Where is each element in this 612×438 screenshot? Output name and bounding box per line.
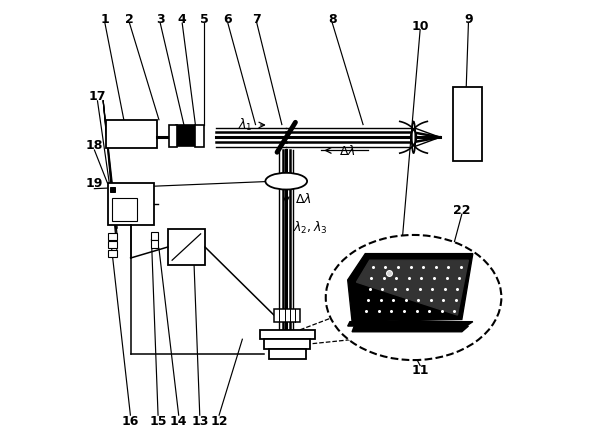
Polygon shape bbox=[352, 326, 468, 332]
Text: 22: 22 bbox=[453, 204, 471, 217]
Text: $\lambda_1$: $\lambda_1$ bbox=[238, 117, 253, 132]
Text: $\lambda_2, \lambda_3$: $\lambda_2, \lambda_3$ bbox=[293, 220, 327, 236]
Text: 13: 13 bbox=[191, 414, 209, 427]
Bar bbox=[260, 330, 315, 339]
Text: 8: 8 bbox=[328, 13, 337, 26]
Bar bbox=[108, 233, 118, 240]
Bar bbox=[169, 125, 177, 148]
Text: 14: 14 bbox=[170, 414, 187, 427]
Ellipse shape bbox=[266, 173, 307, 190]
Text: 12: 12 bbox=[211, 414, 228, 427]
Bar bbox=[195, 125, 204, 148]
Text: 18: 18 bbox=[86, 139, 103, 152]
Bar bbox=[453, 88, 482, 162]
Bar bbox=[176, 126, 195, 147]
Text: 9: 9 bbox=[464, 13, 472, 26]
Text: 17: 17 bbox=[89, 90, 106, 103]
Text: $\Delta\lambda$: $\Delta\lambda$ bbox=[295, 192, 312, 206]
Bar bbox=[168, 230, 205, 265]
Text: 3: 3 bbox=[156, 13, 165, 26]
Text: 11: 11 bbox=[411, 364, 429, 377]
Text: 2: 2 bbox=[125, 13, 134, 26]
Bar bbox=[152, 241, 158, 249]
Text: $\Delta\lambda$: $\Delta\lambda$ bbox=[340, 143, 356, 157]
Polygon shape bbox=[348, 322, 473, 326]
Text: 1: 1 bbox=[100, 13, 110, 26]
Ellipse shape bbox=[412, 122, 416, 154]
Ellipse shape bbox=[326, 236, 501, 360]
Bar bbox=[108, 184, 154, 226]
Bar bbox=[112, 198, 137, 221]
Bar bbox=[152, 232, 158, 240]
Bar bbox=[108, 242, 118, 249]
Text: 10: 10 bbox=[411, 20, 429, 33]
Bar bbox=[274, 310, 300, 322]
Text: 19: 19 bbox=[86, 177, 103, 190]
Polygon shape bbox=[348, 254, 473, 322]
Text: 16: 16 bbox=[122, 414, 139, 427]
Text: 15: 15 bbox=[149, 414, 167, 427]
Text: 5: 5 bbox=[200, 13, 209, 26]
Bar bbox=[108, 251, 118, 258]
Text: 4: 4 bbox=[178, 13, 187, 26]
Text: 7: 7 bbox=[253, 13, 261, 26]
Bar bbox=[110, 187, 115, 193]
Bar bbox=[269, 349, 306, 359]
Polygon shape bbox=[356, 261, 468, 315]
Text: 6: 6 bbox=[223, 13, 232, 26]
Bar bbox=[264, 339, 310, 349]
Bar bbox=[106, 120, 157, 149]
